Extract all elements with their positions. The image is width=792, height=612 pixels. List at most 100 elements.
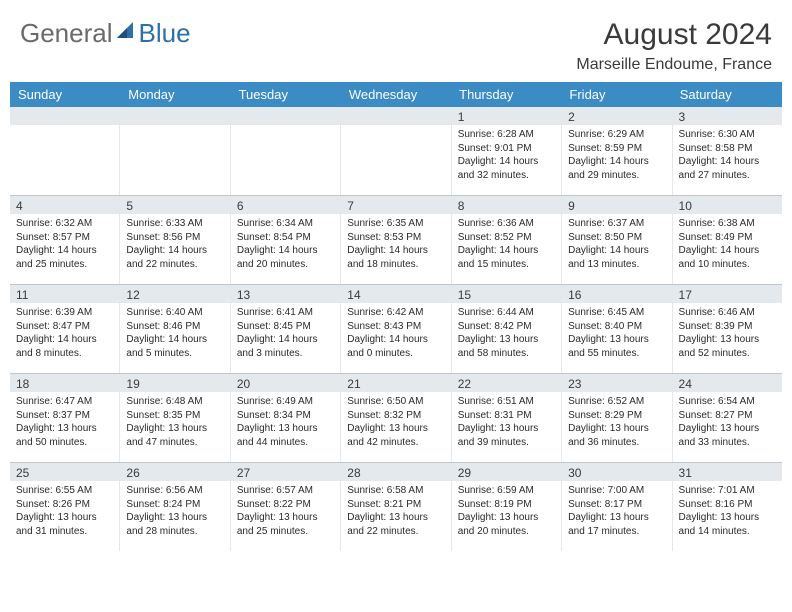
sunrise-line: Sunrise: 6:47 AM xyxy=(16,395,113,409)
daylight-line: Daylight: 14 hours and 8 minutes. xyxy=(16,333,113,360)
day-cell: 24Sunrise: 6:54 AMSunset: 8:27 PMDayligh… xyxy=(672,374,782,462)
daylight-line: Daylight: 14 hours and 29 minutes. xyxy=(568,155,665,182)
day-number: 20 xyxy=(231,374,340,392)
title-block: August 2024 Marseille Endoume, France xyxy=(576,18,772,74)
day-body: Sunrise: 6:35 AMSunset: 8:53 PMDaylight:… xyxy=(341,214,450,275)
day-cell: 27Sunrise: 6:57 AMSunset: 8:22 PMDayligh… xyxy=(230,463,340,551)
day-number: 23 xyxy=(562,374,671,392)
sunset-line: Sunset: 8:58 PM xyxy=(679,142,776,156)
day-number: 10 xyxy=(673,196,782,214)
day-cell: 16Sunrise: 6:45 AMSunset: 8:40 PMDayligh… xyxy=(561,285,671,373)
day-body: Sunrise: 6:28 AMSunset: 9:01 PMDaylight:… xyxy=(452,125,561,186)
day-number: 11 xyxy=(10,285,119,303)
daylight-line: Daylight: 14 hours and 32 minutes. xyxy=(458,155,555,182)
sunrise-line: Sunrise: 6:32 AM xyxy=(16,217,113,231)
day-number: 27 xyxy=(231,463,340,481)
sunset-line: Sunset: 8:56 PM xyxy=(126,231,223,245)
daylight-line: Daylight: 13 hours and 58 minutes. xyxy=(458,333,555,360)
day-cell: 15Sunrise: 6:44 AMSunset: 8:42 PMDayligh… xyxy=(451,285,561,373)
sunset-line: Sunset: 8:40 PM xyxy=(568,320,665,334)
daylight-line: Daylight: 14 hours and 0 minutes. xyxy=(347,333,444,360)
week-row: 25Sunrise: 6:55 AMSunset: 8:26 PMDayligh… xyxy=(10,462,782,551)
day-body: Sunrise: 6:48 AMSunset: 8:35 PMDaylight:… xyxy=(120,392,229,453)
day-number: 14 xyxy=(341,285,450,303)
day-body: Sunrise: 6:52 AMSunset: 8:29 PMDaylight:… xyxy=(562,392,671,453)
day-body: Sunrise: 6:57 AMSunset: 8:22 PMDaylight:… xyxy=(231,481,340,542)
day-cell: 18Sunrise: 6:47 AMSunset: 8:37 PMDayligh… xyxy=(10,374,119,462)
day-body: Sunrise: 6:55 AMSunset: 8:26 PMDaylight:… xyxy=(10,481,119,542)
sunrise-line: Sunrise: 6:35 AM xyxy=(347,217,444,231)
dow-cell: Sunday xyxy=(10,82,120,107)
sunset-line: Sunset: 8:43 PM xyxy=(347,320,444,334)
location: Marseille Endoume, France xyxy=(576,56,772,74)
day-cell xyxy=(230,107,340,195)
week-row: 18Sunrise: 6:47 AMSunset: 8:37 PMDayligh… xyxy=(10,373,782,462)
day-number xyxy=(10,107,119,125)
day-cell: 22Sunrise: 6:51 AMSunset: 8:31 PMDayligh… xyxy=(451,374,561,462)
day-body: Sunrise: 6:36 AMSunset: 8:52 PMDaylight:… xyxy=(452,214,561,275)
sunset-line: Sunset: 8:24 PM xyxy=(126,498,223,512)
sunrise-line: Sunrise: 6:38 AM xyxy=(679,217,776,231)
day-cell xyxy=(10,107,119,195)
daylight-line: Daylight: 13 hours and 25 minutes. xyxy=(237,511,334,538)
day-body: Sunrise: 6:45 AMSunset: 8:40 PMDaylight:… xyxy=(562,303,671,364)
day-of-week-header: SundayMondayTuesdayWednesdayThursdayFrid… xyxy=(10,82,782,107)
day-body xyxy=(120,125,229,132)
day-cell: 23Sunrise: 6:52 AMSunset: 8:29 PMDayligh… xyxy=(561,374,671,462)
day-number xyxy=(120,107,229,125)
daylight-line: Daylight: 14 hours and 3 minutes. xyxy=(237,333,334,360)
day-cell: 30Sunrise: 7:00 AMSunset: 8:17 PMDayligh… xyxy=(561,463,671,551)
dow-cell: Thursday xyxy=(451,82,561,107)
day-number: 31 xyxy=(673,463,782,481)
day-number: 5 xyxy=(120,196,229,214)
sunrise-line: Sunrise: 6:36 AM xyxy=(458,217,555,231)
dow-cell: Monday xyxy=(120,82,230,107)
day-number: 22 xyxy=(452,374,561,392)
sunset-line: Sunset: 8:27 PM xyxy=(679,409,776,423)
week-row: 1Sunrise: 6:28 AMSunset: 9:01 PMDaylight… xyxy=(10,107,782,195)
daylight-line: Daylight: 13 hours and 44 minutes. xyxy=(237,422,334,449)
daylight-line: Daylight: 13 hours and 28 minutes. xyxy=(126,511,223,538)
sunset-line: Sunset: 8:21 PM xyxy=(347,498,444,512)
sunset-line: Sunset: 8:54 PM xyxy=(237,231,334,245)
sunrise-line: Sunrise: 6:59 AM xyxy=(458,484,555,498)
day-cell: 5Sunrise: 6:33 AMSunset: 8:56 PMDaylight… xyxy=(119,196,229,284)
daylight-line: Daylight: 14 hours and 15 minutes. xyxy=(458,244,555,271)
day-body: Sunrise: 6:38 AMSunset: 8:49 PMDaylight:… xyxy=(673,214,782,275)
day-cell: 4Sunrise: 6:32 AMSunset: 8:57 PMDaylight… xyxy=(10,196,119,284)
day-body: Sunrise: 6:49 AMSunset: 8:34 PMDaylight:… xyxy=(231,392,340,453)
daylight-line: Daylight: 13 hours and 17 minutes. xyxy=(568,511,665,538)
daylight-line: Daylight: 13 hours and 36 minutes. xyxy=(568,422,665,449)
sunrise-line: Sunrise: 6:44 AM xyxy=(458,306,555,320)
day-body: Sunrise: 6:58 AMSunset: 8:21 PMDaylight:… xyxy=(341,481,450,542)
day-cell: 12Sunrise: 6:40 AMSunset: 8:46 PMDayligh… xyxy=(119,285,229,373)
day-number: 13 xyxy=(231,285,340,303)
day-body: Sunrise: 6:51 AMSunset: 8:31 PMDaylight:… xyxy=(452,392,561,453)
day-cell: 26Sunrise: 6:56 AMSunset: 8:24 PMDayligh… xyxy=(119,463,229,551)
daylight-line: Daylight: 14 hours and 18 minutes. xyxy=(347,244,444,271)
day-body: Sunrise: 6:50 AMSunset: 8:32 PMDaylight:… xyxy=(341,392,450,453)
sunset-line: Sunset: 8:53 PM xyxy=(347,231,444,245)
day-cell: 6Sunrise: 6:34 AMSunset: 8:54 PMDaylight… xyxy=(230,196,340,284)
sunrise-line: Sunrise: 6:28 AM xyxy=(458,128,555,142)
day-cell: 25Sunrise: 6:55 AMSunset: 8:26 PMDayligh… xyxy=(10,463,119,551)
sunset-line: Sunset: 8:37 PM xyxy=(16,409,113,423)
day-body: Sunrise: 6:32 AMSunset: 8:57 PMDaylight:… xyxy=(10,214,119,275)
daylight-line: Daylight: 13 hours and 50 minutes. xyxy=(16,422,113,449)
day-cell xyxy=(119,107,229,195)
sunset-line: Sunset: 8:16 PM xyxy=(679,498,776,512)
day-cell: 9Sunrise: 6:37 AMSunset: 8:50 PMDaylight… xyxy=(561,196,671,284)
sunset-line: Sunset: 8:46 PM xyxy=(126,320,223,334)
sunset-line: Sunset: 8:47 PM xyxy=(16,320,113,334)
day-cell: 1Sunrise: 6:28 AMSunset: 9:01 PMDaylight… xyxy=(451,107,561,195)
sunset-line: Sunset: 8:52 PM xyxy=(458,231,555,245)
sunrise-line: Sunrise: 6:33 AM xyxy=(126,217,223,231)
day-body: Sunrise: 7:01 AMSunset: 8:16 PMDaylight:… xyxy=(673,481,782,542)
day-body: Sunrise: 6:34 AMSunset: 8:54 PMDaylight:… xyxy=(231,214,340,275)
logo-text-general: General xyxy=(20,18,113,49)
day-body: Sunrise: 6:59 AMSunset: 8:19 PMDaylight:… xyxy=(452,481,561,542)
day-body: Sunrise: 7:00 AMSunset: 8:17 PMDaylight:… xyxy=(562,481,671,542)
sunrise-line: Sunrise: 6:58 AM xyxy=(347,484,444,498)
day-number xyxy=(341,107,450,125)
day-body: Sunrise: 6:54 AMSunset: 8:27 PMDaylight:… xyxy=(673,392,782,453)
